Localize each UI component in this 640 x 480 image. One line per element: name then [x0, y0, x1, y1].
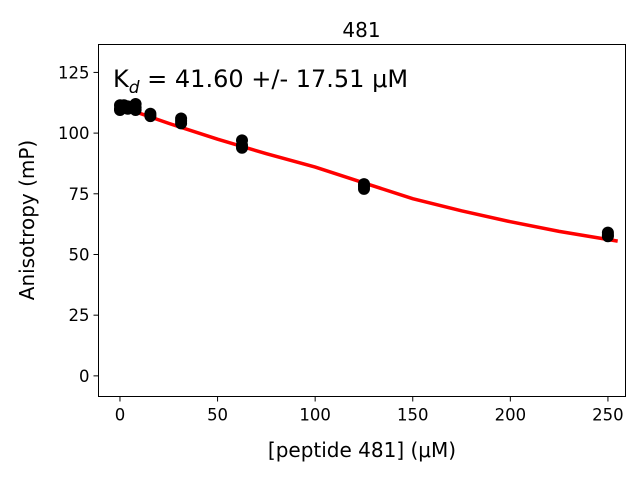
kd-value: = 41.60 +/- 17.51 μM: [140, 65, 409, 93]
x-axis-ticks: 0 50 100 150 200 250: [115, 396, 624, 425]
plot-area: [114, 98, 618, 243]
data-point: [358, 182, 370, 195]
fit-curve: [119, 104, 618, 243]
y-tick-label: 75: [69, 185, 90, 204]
x-tick-label: 150: [397, 406, 429, 425]
kd-annotation: Kd = 41.60 +/- 17.51 μM: [113, 65, 408, 98]
y-tick-label: 125: [58, 63, 90, 82]
y-tick-label: 0: [79, 367, 90, 386]
y-tick-label: 50: [69, 245, 90, 264]
y-tick-label: 25: [69, 306, 90, 325]
x-axis-label: [peptide 481] (μM): [268, 438, 456, 462]
data-point: [601, 230, 614, 243]
chart-title: 481: [342, 18, 380, 42]
x-tick-label: 200: [495, 406, 527, 425]
data-point: [144, 110, 157, 123]
y-axis-label: Anisotropy (mP): [15, 140, 39, 300]
data-point: [236, 141, 248, 154]
data-point: [129, 104, 142, 116]
y-tick-label: 100: [58, 124, 90, 143]
x-tick-label: 50: [207, 406, 228, 425]
kd-symbol: K: [113, 65, 130, 93]
x-tick-label: 100: [299, 406, 331, 425]
data-points: [114, 98, 614, 243]
plot-frame: [98, 44, 626, 397]
data-point: [175, 117, 188, 130]
x-tick-label: 250: [592, 406, 624, 425]
x-tick-label: 0: [115, 406, 126, 425]
kd-subscript: d: [129, 78, 140, 98]
y-axis-ticks: 0 25 50 75 100 125: [58, 63, 99, 386]
